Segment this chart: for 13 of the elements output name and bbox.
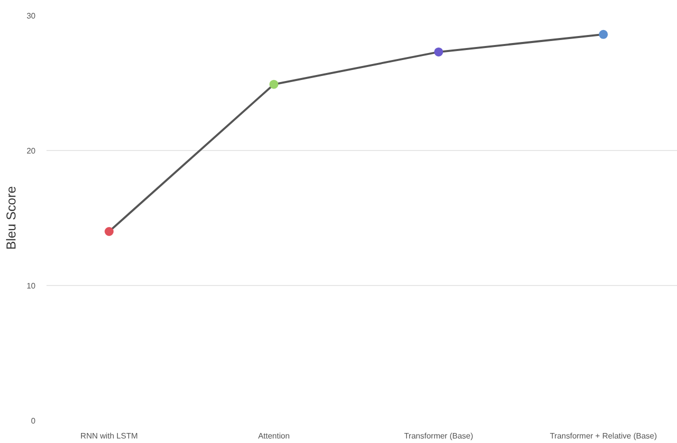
y-tick-label: 0 xyxy=(31,416,36,426)
x-tick-label: Transformer + Relative (Base) xyxy=(550,432,658,440)
point xyxy=(598,30,608,39)
y-tick-label: 20 xyxy=(26,146,36,156)
y-axis-title: Bleu Score xyxy=(4,186,19,250)
point xyxy=(434,47,444,56)
x-tick-label: Transformer (Base) xyxy=(404,432,474,440)
x-tick-label: RNN with LSTM xyxy=(80,432,138,440)
x-tick-label: Attention xyxy=(258,432,290,440)
y-tick-label: 30 xyxy=(26,12,36,20)
y-tick-label: 10 xyxy=(26,282,36,290)
point xyxy=(269,80,278,89)
point xyxy=(104,227,114,236)
